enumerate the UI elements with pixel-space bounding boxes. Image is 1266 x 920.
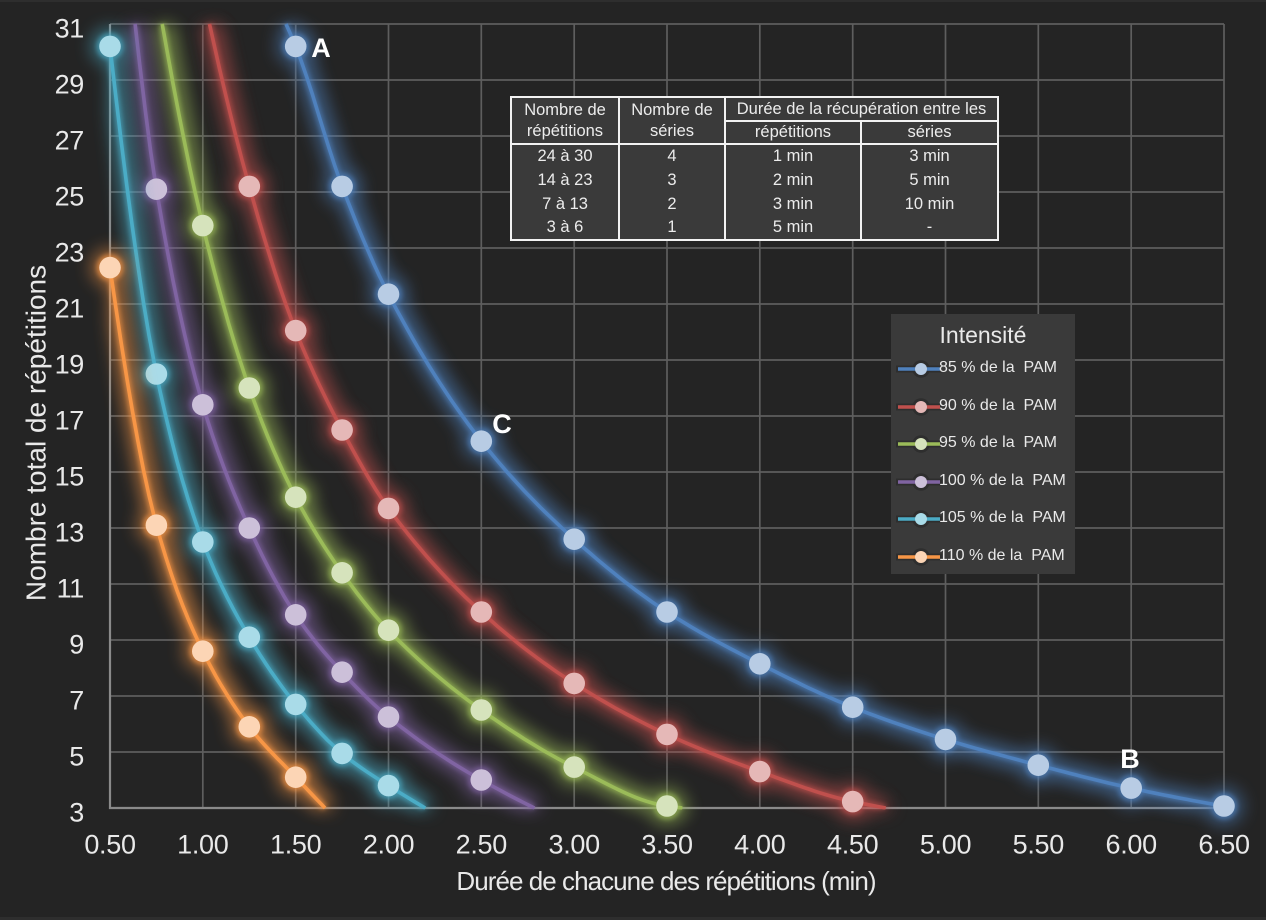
svg-text:A: A (311, 33, 331, 63)
svg-text:1.00: 1.00 (177, 830, 228, 860)
svg-text:7: 7 (69, 686, 84, 716)
svg-text:15: 15 (55, 462, 84, 492)
svg-text:19: 19 (55, 350, 84, 380)
svg-text:5.50: 5.50 (1013, 830, 1064, 860)
svg-text:17: 17 (55, 406, 84, 436)
svg-text:4.00: 4.00 (734, 830, 785, 860)
svg-text:2.00: 2.00 (363, 830, 414, 860)
svg-text:13: 13 (55, 518, 84, 548)
svg-text:27: 27 (55, 126, 84, 156)
svg-text:21: 21 (55, 294, 84, 324)
svg-text:3: 3 (69, 798, 84, 828)
svg-text:5: 5 (69, 742, 84, 772)
svg-text:29: 29 (55, 70, 84, 100)
svg-text:23: 23 (55, 238, 84, 268)
svg-text:3.00: 3.00 (549, 830, 600, 860)
svg-text:3.50: 3.50 (641, 830, 692, 860)
svg-text:5.00: 5.00 (920, 830, 971, 860)
svg-text:C: C (492, 409, 512, 439)
svg-text:2.50: 2.50 (456, 830, 507, 860)
svg-text:0.50: 0.50 (84, 830, 135, 860)
svg-text:1.50: 1.50 (270, 830, 321, 860)
svg-text:25: 25 (55, 182, 84, 212)
svg-text:31: 31 (55, 14, 84, 44)
svg-text:6.00: 6.00 (1106, 830, 1157, 860)
svg-text:4.50: 4.50 (827, 830, 878, 860)
svg-text:Nombre total de répétitions: Nombre total de répétitions (21, 265, 52, 601)
svg-text:B: B (1120, 744, 1140, 774)
svg-text:9: 9 (69, 630, 84, 660)
svg-text:Durée de chacune des répétitio: Durée de chacune des répétitions (min) (456, 866, 875, 896)
svg-text:6.50: 6.50 (1198, 830, 1249, 860)
svg-text:11: 11 (57, 574, 84, 604)
